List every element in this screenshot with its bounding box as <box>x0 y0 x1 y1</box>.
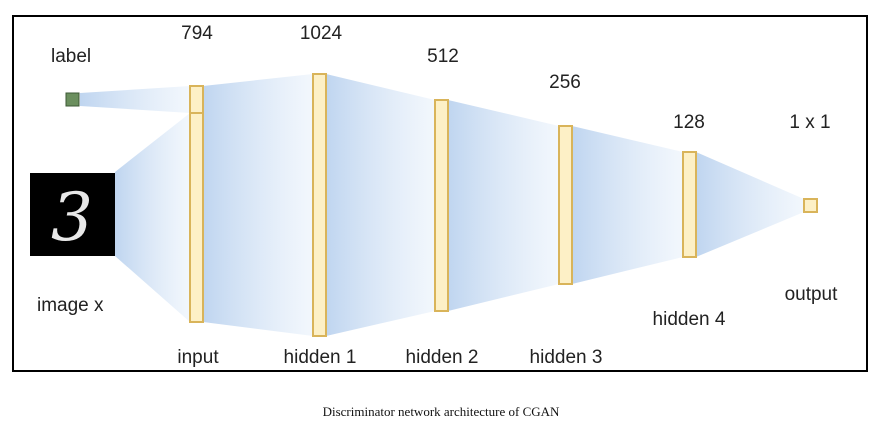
figure-caption: Discriminator network architecture of CG… <box>322 404 560 419</box>
output-name-label: output <box>785 284 839 305</box>
hidden-2-layer <box>434 99 449 312</box>
hidden-4-size-label: 128 <box>673 112 705 133</box>
hidden-2-name-label: hidden 2 <box>406 347 479 368</box>
connection-hidden4-to-output <box>696 152 804 257</box>
hidden-4-name-label: hidden 4 <box>653 309 726 330</box>
connection-input-to-hidden1 <box>203 74 313 336</box>
hidden-3-size-label: 256 <box>549 72 581 93</box>
connection-hidden1-to-hidden2 <box>326 74 435 336</box>
connection-hidden3-to-hidden4 <box>572 126 683 284</box>
hidden-1-layer <box>312 73 327 337</box>
image-x-label: image x <box>37 295 104 316</box>
connection-image-to-input <box>115 113 190 322</box>
hidden-1-name-label: hidden 1 <box>284 347 357 368</box>
label-text: label <box>51 46 91 67</box>
output-node <box>803 198 818 213</box>
hidden-2-size-label: 512 <box>427 46 459 67</box>
input-name-label: input <box>177 347 219 368</box>
hidden-3-layer <box>558 125 573 285</box>
mnist-image <box>30 173 115 256</box>
connection-label-to-input <box>80 86 190 113</box>
output-size-label: 1 x 1 <box>789 112 830 133</box>
hidden-1-size-label: 1024 <box>300 23 343 44</box>
input-size-label: 794 <box>181 23 213 44</box>
hidden-4-layer <box>682 151 697 258</box>
input-layer-label-part <box>189 85 204 114</box>
digit-glyph: 3 <box>51 179 93 256</box>
hidden-3-name-label: hidden 3 <box>530 347 603 368</box>
connection-hidden2-to-hidden3 <box>448 100 559 311</box>
label-node <box>65 92 80 107</box>
input-layer-image-part <box>189 112 204 323</box>
